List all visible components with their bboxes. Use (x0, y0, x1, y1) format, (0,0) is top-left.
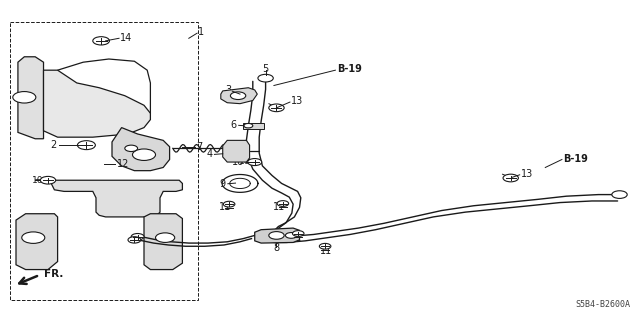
Circle shape (13, 92, 36, 103)
Text: 9: 9 (220, 179, 226, 189)
Text: B-19: B-19 (563, 154, 588, 164)
Circle shape (93, 37, 109, 45)
Bar (243, 123, 264, 129)
Text: FR.: FR. (44, 269, 63, 279)
Text: B-19: B-19 (337, 64, 362, 74)
Polygon shape (144, 214, 182, 270)
Text: 2: 2 (50, 140, 56, 150)
Circle shape (503, 174, 518, 182)
Text: 13: 13 (521, 169, 533, 179)
Circle shape (292, 231, 304, 236)
Text: 5: 5 (262, 63, 269, 74)
Text: 14: 14 (120, 33, 132, 43)
Polygon shape (255, 228, 300, 243)
Text: 3: 3 (225, 85, 232, 95)
Text: 6: 6 (230, 120, 237, 130)
Polygon shape (223, 140, 250, 162)
Circle shape (258, 74, 273, 82)
Circle shape (128, 237, 141, 243)
Circle shape (230, 92, 246, 100)
Text: 11: 11 (320, 246, 333, 256)
Text: 11: 11 (289, 233, 302, 243)
Circle shape (77, 141, 95, 150)
Circle shape (269, 104, 284, 112)
Text: 10: 10 (232, 157, 244, 167)
Polygon shape (112, 128, 170, 171)
Text: 11: 11 (273, 202, 285, 212)
Circle shape (285, 233, 297, 238)
Circle shape (223, 201, 235, 207)
Polygon shape (16, 214, 58, 270)
Polygon shape (35, 180, 182, 217)
Circle shape (131, 234, 144, 240)
Polygon shape (18, 57, 44, 139)
Text: 13: 13 (291, 96, 303, 107)
Circle shape (156, 233, 175, 242)
Circle shape (125, 145, 138, 152)
Text: S5B4-B2600A: S5B4-B2600A (575, 300, 630, 309)
Text: 10: 10 (32, 176, 44, 185)
Circle shape (40, 176, 56, 184)
Circle shape (132, 149, 156, 160)
Text: 7: 7 (196, 142, 202, 152)
Circle shape (244, 123, 253, 128)
Polygon shape (221, 88, 257, 104)
Bar (10, 22, 198, 300)
Text: 11: 11 (219, 202, 232, 212)
Text: 4: 4 (206, 149, 212, 160)
Circle shape (612, 191, 627, 198)
Circle shape (277, 201, 289, 206)
Text: 8: 8 (273, 243, 280, 253)
Text: 10: 10 (239, 157, 251, 166)
Circle shape (319, 243, 331, 249)
Circle shape (248, 159, 262, 166)
Polygon shape (44, 70, 150, 137)
Circle shape (269, 232, 284, 239)
Text: 1: 1 (198, 27, 205, 37)
Text: 12: 12 (116, 159, 129, 169)
Circle shape (22, 232, 45, 243)
